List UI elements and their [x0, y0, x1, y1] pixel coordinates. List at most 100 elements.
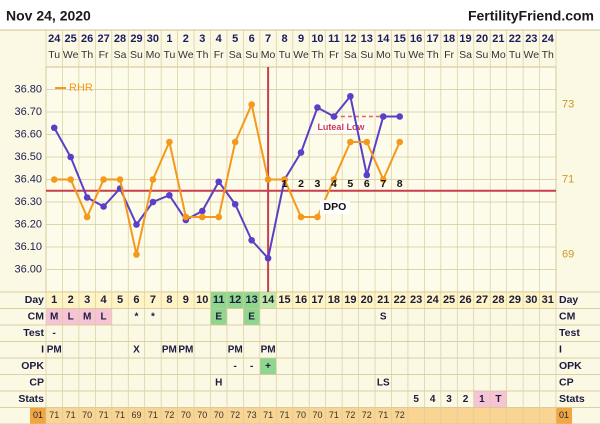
series-point: [149, 198, 157, 206]
weekday-label: Sa: [344, 49, 357, 61]
series-point: [215, 178, 223, 186]
weekday-label: Tu: [163, 49, 175, 61]
cell-highlight: [473, 391, 491, 408]
cell-text: X: [133, 344, 140, 355]
weekday-label: Tu: [509, 49, 521, 61]
series-point: [297, 213, 305, 221]
series-point: [330, 176, 338, 183]
y-tick-label: 36.10: [14, 241, 42, 253]
date-label: 2: [183, 33, 189, 45]
y2-tick-label: 73: [562, 98, 574, 110]
date-label: 8: [281, 33, 287, 45]
row-label: Day: [25, 294, 44, 306]
series-point: [264, 176, 272, 183]
date-label: 21: [492, 33, 504, 45]
row-label: Stats: [559, 393, 585, 405]
rhr-value: 71: [280, 410, 290, 420]
weekday-label: We: [178, 49, 194, 61]
cell-text: L: [68, 311, 74, 322]
rhr-value: 69: [131, 410, 141, 420]
date-label: 5: [232, 33, 238, 45]
weekday-label: Tu: [48, 49, 60, 61]
dpo-number: 7: [380, 178, 386, 190]
day-number: 4: [101, 294, 108, 306]
day-number: 1: [51, 294, 57, 306]
rhr-value: 70: [214, 410, 224, 420]
date-label: 13: [361, 33, 373, 45]
rhr-value: 71: [378, 410, 388, 420]
weekday-label: We: [293, 49, 309, 61]
cell-text: PM: [261, 344, 276, 355]
date-label: 10: [311, 33, 323, 45]
day-number: 14: [262, 294, 275, 306]
row-label: CM: [28, 311, 45, 323]
day-highlight: [226, 292, 244, 309]
row-label: OPK: [21, 360, 44, 372]
cell-text: -: [234, 361, 237, 372]
cell-text: PM: [47, 344, 62, 355]
date-label: 3: [199, 33, 205, 45]
date-label: 1: [166, 33, 172, 45]
dpo-number: 2: [298, 178, 304, 190]
weekday-label: Mo: [376, 49, 391, 61]
cell-text: S: [380, 311, 387, 322]
series-point: [149, 176, 157, 183]
chart-date: Nov 24, 2020: [6, 8, 91, 24]
dpo-label: DPO: [324, 201, 347, 213]
row-label: Day: [559, 294, 578, 306]
cell-text: M: [50, 311, 58, 322]
date-label: 22: [509, 33, 521, 45]
date-label: 6: [249, 33, 255, 45]
cell-highlight: [95, 308, 112, 325]
series-point: [133, 251, 140, 258]
day-number: 3: [84, 294, 90, 306]
dpo-number: 6: [364, 178, 370, 190]
series-point: [50, 176, 58, 183]
date-label: 23: [525, 33, 537, 45]
dpo-number: 3: [315, 178, 321, 190]
cell-text: H: [215, 377, 222, 388]
y2-tick-label: 71: [562, 173, 574, 185]
date-label: 4: [216, 33, 223, 45]
date-label: 25: [65, 33, 77, 45]
site-name: FertilityFriend.com: [468, 8, 594, 24]
series-point: [83, 213, 91, 221]
date-label: 9: [298, 33, 304, 45]
day-number: 15: [278, 294, 290, 306]
cell-highlight: [490, 391, 507, 408]
date-label: 28: [114, 33, 126, 45]
weekday-label: Fr: [214, 49, 224, 61]
row-label: Test: [23, 327, 44, 339]
cell-highlight: [259, 358, 277, 375]
day-number: 16: [295, 294, 307, 306]
rhr-value: 70: [312, 410, 322, 420]
date-label: 14: [377, 33, 390, 45]
series-point: [182, 213, 190, 221]
weekday-label: Mo: [261, 49, 276, 61]
rhr-value: 72: [395, 410, 405, 420]
day-number: 19: [344, 294, 356, 306]
weekday-label: Fr: [99, 49, 109, 61]
day-number: 24: [426, 294, 439, 306]
y-tick-label: 36.60: [14, 128, 42, 140]
weekday-label: Sa: [459, 49, 472, 61]
y-tick-label: 36.20: [14, 218, 42, 230]
series-point: [215, 213, 223, 221]
y-tick-label: 36.30: [14, 196, 42, 208]
cell-text: -: [53, 328, 56, 339]
rhr-value: 71: [263, 410, 273, 420]
rhr-row-label-bg: [556, 407, 572, 424]
rhr-value: 70: [296, 410, 306, 420]
dpo-number: 4: [331, 178, 337, 190]
weekday-label: Mo: [146, 49, 161, 61]
day-number: 13: [246, 294, 258, 306]
series-point: [297, 149, 305, 156]
cell-text: 2: [463, 394, 469, 405]
cell-text: E: [215, 311, 222, 322]
series-point: [67, 176, 74, 183]
series-point: [83, 194, 91, 201]
series-point: [198, 213, 206, 221]
series-point: [264, 254, 272, 262]
day-row-bg: [46, 292, 556, 309]
